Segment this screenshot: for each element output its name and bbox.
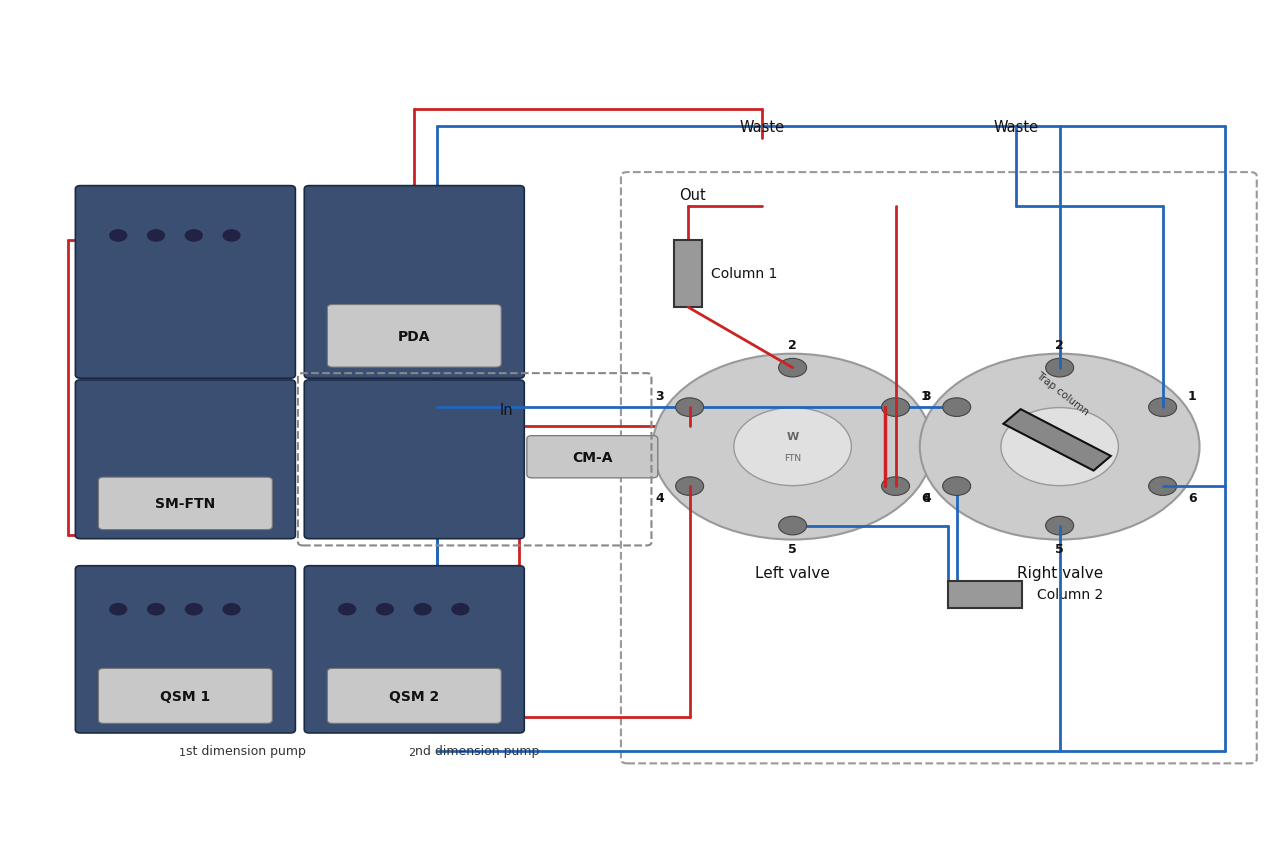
Circle shape [942, 399, 970, 417]
Bar [947, 581, 1021, 608]
Text: 2: 2 [788, 339, 797, 352]
Text: Column 1: Column 1 [712, 268, 777, 281]
Circle shape [223, 231, 239, 242]
Circle shape [452, 604, 468, 615]
Text: Right valve: Right valve [1016, 565, 1103, 580]
Circle shape [1148, 477, 1176, 496]
Text: Waste: Waste [993, 120, 1039, 135]
FancyBboxPatch shape [305, 187, 525, 379]
Circle shape [186, 604, 202, 615]
Text: Left valve: Left valve [755, 565, 829, 580]
FancyBboxPatch shape [328, 669, 502, 723]
Circle shape [147, 604, 164, 615]
Text: 2: 2 [408, 746, 415, 757]
Circle shape [110, 604, 127, 615]
Text: 4: 4 [923, 492, 932, 504]
Text: 4: 4 [655, 492, 664, 504]
Circle shape [110, 231, 127, 242]
Text: 1: 1 [179, 746, 186, 757]
Circle shape [1046, 359, 1074, 377]
Circle shape [882, 477, 910, 496]
Bar [675, 240, 703, 308]
Circle shape [778, 359, 806, 377]
FancyBboxPatch shape [305, 381, 525, 539]
Text: W: W [786, 432, 799, 442]
Circle shape [676, 477, 704, 496]
FancyBboxPatch shape [99, 478, 273, 530]
Text: st dimension pump: st dimension pump [186, 744, 306, 757]
Circle shape [223, 604, 239, 615]
Circle shape [733, 408, 851, 486]
Text: 1: 1 [920, 389, 929, 403]
Circle shape [186, 231, 202, 242]
Circle shape [415, 604, 431, 615]
Circle shape [147, 231, 164, 242]
Text: 3: 3 [655, 389, 664, 403]
Text: Out: Out [680, 187, 707, 203]
FancyBboxPatch shape [305, 566, 525, 733]
Text: 6: 6 [1188, 492, 1197, 504]
FancyBboxPatch shape [527, 436, 658, 478]
Text: In: In [499, 403, 513, 417]
Text: 1: 1 [1188, 389, 1197, 403]
Circle shape [942, 477, 970, 496]
Text: QSM 1: QSM 1 [160, 689, 210, 703]
Circle shape [882, 399, 910, 417]
FancyBboxPatch shape [328, 305, 502, 367]
Text: SM-FTN: SM-FTN [155, 497, 215, 511]
Circle shape [676, 399, 704, 417]
Text: Waste: Waste [740, 120, 785, 135]
FancyBboxPatch shape [76, 381, 296, 539]
Text: QSM 2: QSM 2 [389, 689, 439, 703]
FancyBboxPatch shape [76, 566, 296, 733]
Circle shape [1148, 399, 1176, 417]
Circle shape [339, 604, 356, 615]
Circle shape [1001, 408, 1119, 486]
Text: PDA: PDA [398, 330, 430, 343]
Text: 3: 3 [923, 389, 932, 403]
Circle shape [1046, 516, 1074, 535]
FancyBboxPatch shape [76, 187, 296, 379]
Circle shape [376, 604, 393, 615]
Text: FTN: FTN [785, 453, 801, 463]
Text: 5: 5 [1055, 542, 1064, 556]
Text: 5: 5 [788, 542, 797, 556]
Circle shape [653, 354, 933, 540]
Text: CM-A: CM-A [572, 450, 613, 464]
Text: 2: 2 [1055, 339, 1064, 352]
Text: nd dimension pump: nd dimension pump [415, 744, 539, 757]
Text: Trap column: Trap column [1034, 370, 1091, 417]
Circle shape [778, 516, 806, 535]
Text: Column 2: Column 2 [1037, 588, 1103, 602]
Circle shape [920, 354, 1199, 540]
Bar [1004, 410, 1111, 471]
FancyBboxPatch shape [99, 669, 273, 723]
Text: 6: 6 [922, 492, 929, 504]
